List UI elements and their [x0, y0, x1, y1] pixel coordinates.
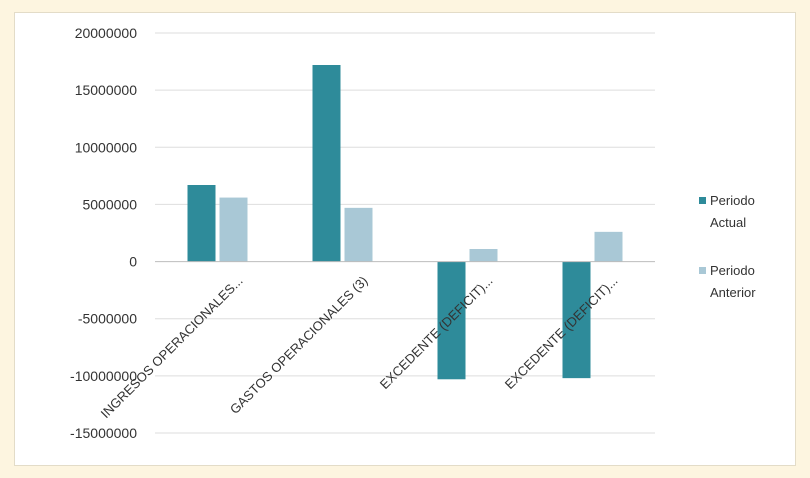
y-tick-label: -5000000 — [78, 311, 137, 327]
y-tick-label: 10000000 — [75, 139, 138, 155]
bar-periodo-anterior — [594, 231, 623, 262]
bar-periodo-actual — [562, 261, 591, 379]
y-tick-label: 5000000 — [82, 196, 137, 212]
bar-periodo-anterior — [469, 249, 498, 262]
legend-label: Periodo Actual — [710, 193, 755, 230]
bars — [187, 65, 623, 380]
legend: Periodo Actual Periodo Anterior — [699, 193, 756, 300]
y-tick-label: 0 — [129, 254, 137, 270]
bar-periodo-actual — [312, 65, 341, 262]
y-axis-tick-labels: 20000000 15000000 10000000 5000000 0 -5000000… — [70, 25, 137, 441]
bar-periodo-actual — [437, 261, 466, 380]
y-tick-label: 20000000 — [75, 25, 138, 41]
category-label: EXCEDENTE (DEFICIT)... — [377, 273, 496, 392]
category-label: INGRESOS OPERACIONALES... — [98, 273, 246, 421]
legend-label: Periodo Anterior — [710, 263, 756, 300]
bar-chart: 20000000 15000000 10000000 5000000 0 -5000000… — [70, 25, 756, 441]
legend-swatch — [699, 267, 706, 274]
y-tick-label: 15000000 — [75, 82, 138, 98]
category-label: EXCEDENTE (DEFICIT)... — [502, 273, 621, 392]
y-tick-label: -10000000 — [70, 368, 137, 384]
legend-swatch — [699, 197, 706, 204]
bar-periodo-anterior — [219, 197, 248, 262]
bar-periodo-anterior — [344, 207, 373, 262]
category-label: GASTOS OPERACIONALES (3) — [227, 273, 371, 417]
chart-frame: 20000000 15000000 10000000 5000000 0 -5000000… — [14, 12, 796, 466]
category-labels: INGRESOS OPERACIONALES...GASTOS OPERACIO… — [98, 273, 621, 421]
bar-periodo-actual — [187, 185, 216, 262]
y-tick-label: -15000000 — [70, 425, 137, 441]
